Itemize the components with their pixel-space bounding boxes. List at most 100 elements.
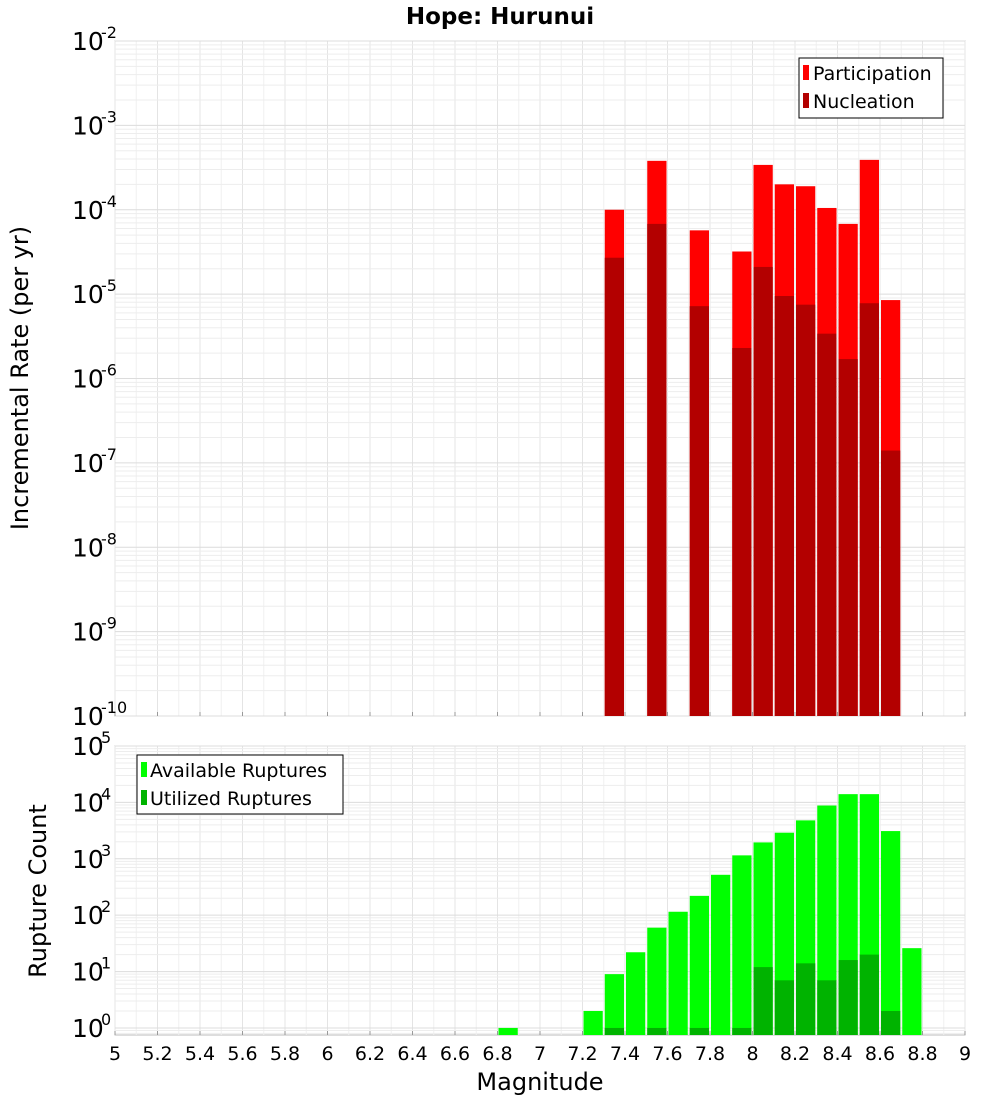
rate-bar-series2 [774,296,794,716]
x-tick-label: 6.4 [397,1043,427,1065]
count-bar-series1 [902,948,922,1035]
count-bar-series2 [774,980,794,1035]
x-axis-label: Magnitude [476,1068,603,1096]
count-bar-series2 [881,1010,901,1035]
legend-label-nucleation: Nucleation [813,91,915,113]
count-legend-box [136,754,344,815]
count-bar-series1 [498,1027,518,1035]
count-bar-series1 [647,927,667,1035]
rate-y-tick-exponent: -6 [101,361,117,380]
rate-y-tick-base: 10 [72,280,104,309]
count-bar-series2 [647,1027,667,1035]
x-tick-label: 8.2 [780,1043,810,1065]
rate-y-tick-exponent: -3 [101,107,117,126]
x-tick-label: 6.6 [440,1043,470,1065]
legend-swatch-utilized [141,790,147,805]
x-axis-ticks: 5 5.2 5.4 5.6 5.8 6 6.2 6.4 6.6 6.8 7 7.2 7.4 7.6 7.8 8… [109,1043,971,1065]
rate-y-tick-exponent: -2 [101,23,117,42]
legend-label-participation: Participation [813,63,932,85]
count-bar-series1 [881,831,901,1035]
x-tick-label: 8.6 [865,1043,895,1065]
x-tick-label: 7.2 [567,1043,597,1065]
legend-label-utilized: Utilized Ruptures [150,788,312,810]
count-bar-series2 [859,954,879,1035]
rate-bar-series2 [604,257,624,716]
count-y-tick-base: 10 [72,788,104,817]
count-y-tick-exponent: 4 [101,784,111,803]
rate-bar-series2 [817,333,837,716]
legend-swatch-participation [803,65,809,80]
legend-label-available: Available Ruptures [150,760,327,782]
rate-bar-series2 [859,303,879,716]
count-y-tick-base: 10 [72,732,104,761]
rate-y-tick-base: 10 [72,365,104,394]
x-tick-label: 6.2 [355,1043,385,1065]
x-tick-label: 5.2 [142,1043,172,1065]
rate-plot-y-label: Incremental Rate (per yr) [6,226,34,530]
count-bar-series1 [817,805,837,1035]
rate-bar-series2 [689,306,709,716]
count-y-tick-base: 10 [72,1014,104,1043]
count-y-tick-base: 10 [72,901,104,930]
rate-y-tick-exponent: -9 [101,614,117,633]
count-y-tick-exponent: 0 [101,1010,111,1029]
rate-y-tick-exponent: -7 [101,445,117,464]
legend-swatch-available [141,762,147,777]
x-tick-label: 5.8 [270,1043,300,1065]
x-tick-label: 7 [534,1043,546,1065]
count-bar-series1 [604,974,624,1035]
rate-bar-series2 [753,266,773,716]
x-tick-label: 5.4 [185,1043,215,1065]
rate-plot-bars [604,159,901,717]
count-bar-series2 [689,1027,709,1035]
x-tick-label: 8.8 [907,1043,937,1065]
x-tick-label: 8.4 [822,1043,852,1065]
rate-bar-series2 [881,450,901,716]
count-bar-series2 [753,967,773,1035]
count-bar-series2 [796,963,816,1035]
rate-y-tick-base: 10 [72,533,104,562]
count-bar-series1 [668,911,688,1035]
rate-y-tick-base: 10 [72,702,104,731]
count-y-tick-exponent: 5 [101,728,111,747]
rate-plot-grid [114,40,966,717]
count-y-tick-base: 10 [72,845,104,874]
x-tick-label: 8 [746,1043,758,1065]
x-tick-label: 5 [109,1043,121,1065]
count-bar-series2 [732,1027,752,1035]
rate-legend-box [798,57,944,119]
rate-y-tick-base: 10 [72,196,104,225]
count-plot-y-label: Rupture Count [24,804,52,978]
count-bar-series1 [732,855,752,1035]
rate-y-tick-exponent: -10 [101,698,127,717]
count-bar-series1 [711,874,731,1035]
x-tick-label: 7.4 [610,1043,640,1065]
count-plot-bars [498,794,922,1035]
x-tick-label: 5.6 [227,1043,257,1065]
x-tick-label: 9 [959,1043,971,1065]
count-bar-series2 [817,980,837,1035]
count-y-tick-exponent: 2 [101,897,111,916]
count-bar-series1 [689,895,709,1035]
count-bar-series1 [583,1010,603,1035]
count-bar-series2 [604,1027,624,1035]
x-tick-label: 7.8 [695,1043,725,1065]
count-y-tick-exponent: 3 [101,841,111,860]
rate-bar-series2 [732,347,752,716]
rate-y-tick-base: 10 [72,449,104,478]
rate-y-tick-base: 10 [72,618,104,647]
rate-bar-series2 [838,359,858,716]
count-plot-legend: Available Ruptures Utilized Ruptures [136,754,344,815]
legend-swatch-nucleation [803,93,809,108]
chart-title: Hope: Hurunui [406,4,594,30]
rate-y-tick-exponent: -4 [101,192,117,211]
rate-y-tick-exponent: -5 [101,276,117,295]
x-tick-label: 6.8 [482,1043,512,1065]
rate-plot-legend: Participation Nucleation [798,57,944,119]
rate-y-tick-base: 10 [72,111,104,140]
x-tick-label: 6 [321,1043,333,1065]
